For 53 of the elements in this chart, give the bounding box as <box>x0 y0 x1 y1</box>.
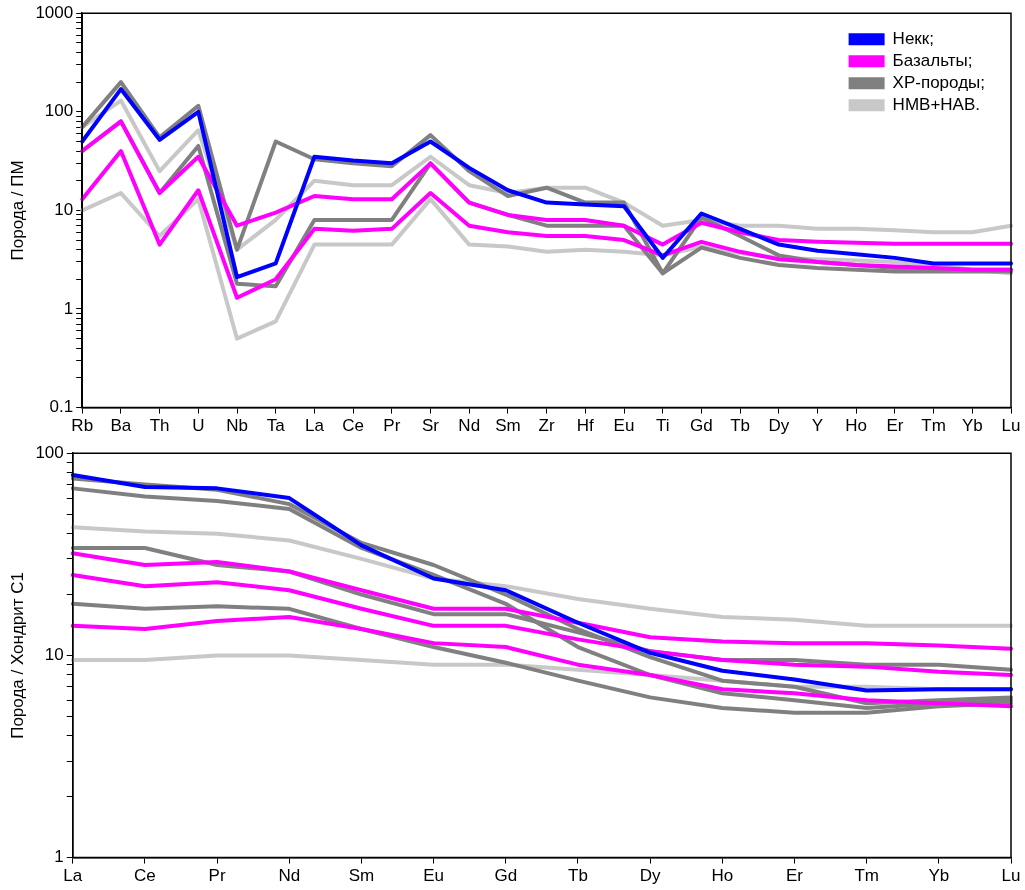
x-tick-label: Er <box>785 866 804 886</box>
x-tick-label: Y <box>811 416 824 436</box>
y-tick-label: 100 <box>44 101 74 121</box>
x-tick-label: Tm <box>921 416 946 436</box>
x-tick-label: Er <box>886 416 904 436</box>
x-tick-label: Th <box>149 416 170 436</box>
x-tick-label: Tb <box>568 866 588 886</box>
x-tick-label: Yb <box>961 416 983 436</box>
x-tick-label: Pr <box>383 416 401 436</box>
x-tick-label: Yb <box>928 866 950 886</box>
x-tick-label: Dy <box>639 866 662 886</box>
x-tick-label: Eu <box>613 416 635 436</box>
x-tick-label: Nd <box>458 416 481 436</box>
x-tick-label: Sm <box>348 866 375 886</box>
y-tick-label: 0.1 <box>49 397 74 417</box>
x-tick-label: La <box>304 416 325 436</box>
x-tick-label: Tb <box>730 416 751 436</box>
x-tick-label: Gd <box>690 416 713 436</box>
x-tick-label: Rb <box>71 416 94 436</box>
y-tick-label: 100 <box>35 442 64 462</box>
x-tick-label: Zr <box>538 416 555 436</box>
x-tick-label: Nd <box>278 866 301 886</box>
y-tick-label: 1 <box>63 298 74 318</box>
x-tick-label: Ba <box>110 416 132 436</box>
x-tick-label: Sr <box>422 416 440 436</box>
x-tick-label: Gd <box>494 866 518 886</box>
legend-label: ХР-породы; <box>892 72 986 92</box>
legend-label: Базальты; <box>892 50 973 70</box>
x-tick-label: U <box>192 416 205 436</box>
x-tick-label: Ce <box>342 416 364 436</box>
y-tick-label: 10 <box>44 645 64 665</box>
y-tick-label: 1000 <box>35 2 74 22</box>
x-tick-label: La <box>63 866 83 886</box>
legend-label: НМВ+НАВ. <box>892 94 980 114</box>
x-tick-label: Lu <box>1001 416 1021 436</box>
legend-label: Некк; <box>892 28 934 48</box>
x-tick-label: Hf <box>576 416 595 436</box>
x-tick-label: Ti <box>655 416 670 436</box>
y-tick-label: 1 <box>54 847 64 867</box>
y-axis-title: Порода / ПМ <box>7 160 27 261</box>
x-tick-label: Sm <box>495 416 521 436</box>
x-tick-label: Ho <box>711 866 734 886</box>
x-tick-label: Ho <box>845 416 868 436</box>
x-tick-label: Tm <box>854 866 879 886</box>
y-tick-label: 10 <box>54 200 74 220</box>
x-tick-label: Eu <box>423 866 445 886</box>
x-tick-label: Dy <box>768 416 790 436</box>
x-tick-label: Nb <box>226 416 248 436</box>
x-tick-label: Lu <box>1001 866 1021 886</box>
x-tick-label: Ta <box>266 416 286 436</box>
y-axis-title: Порода / Хондрит C1 <box>7 571 27 739</box>
x-tick-label: Ce <box>134 866 156 886</box>
x-tick-label: Pr <box>208 866 226 886</box>
